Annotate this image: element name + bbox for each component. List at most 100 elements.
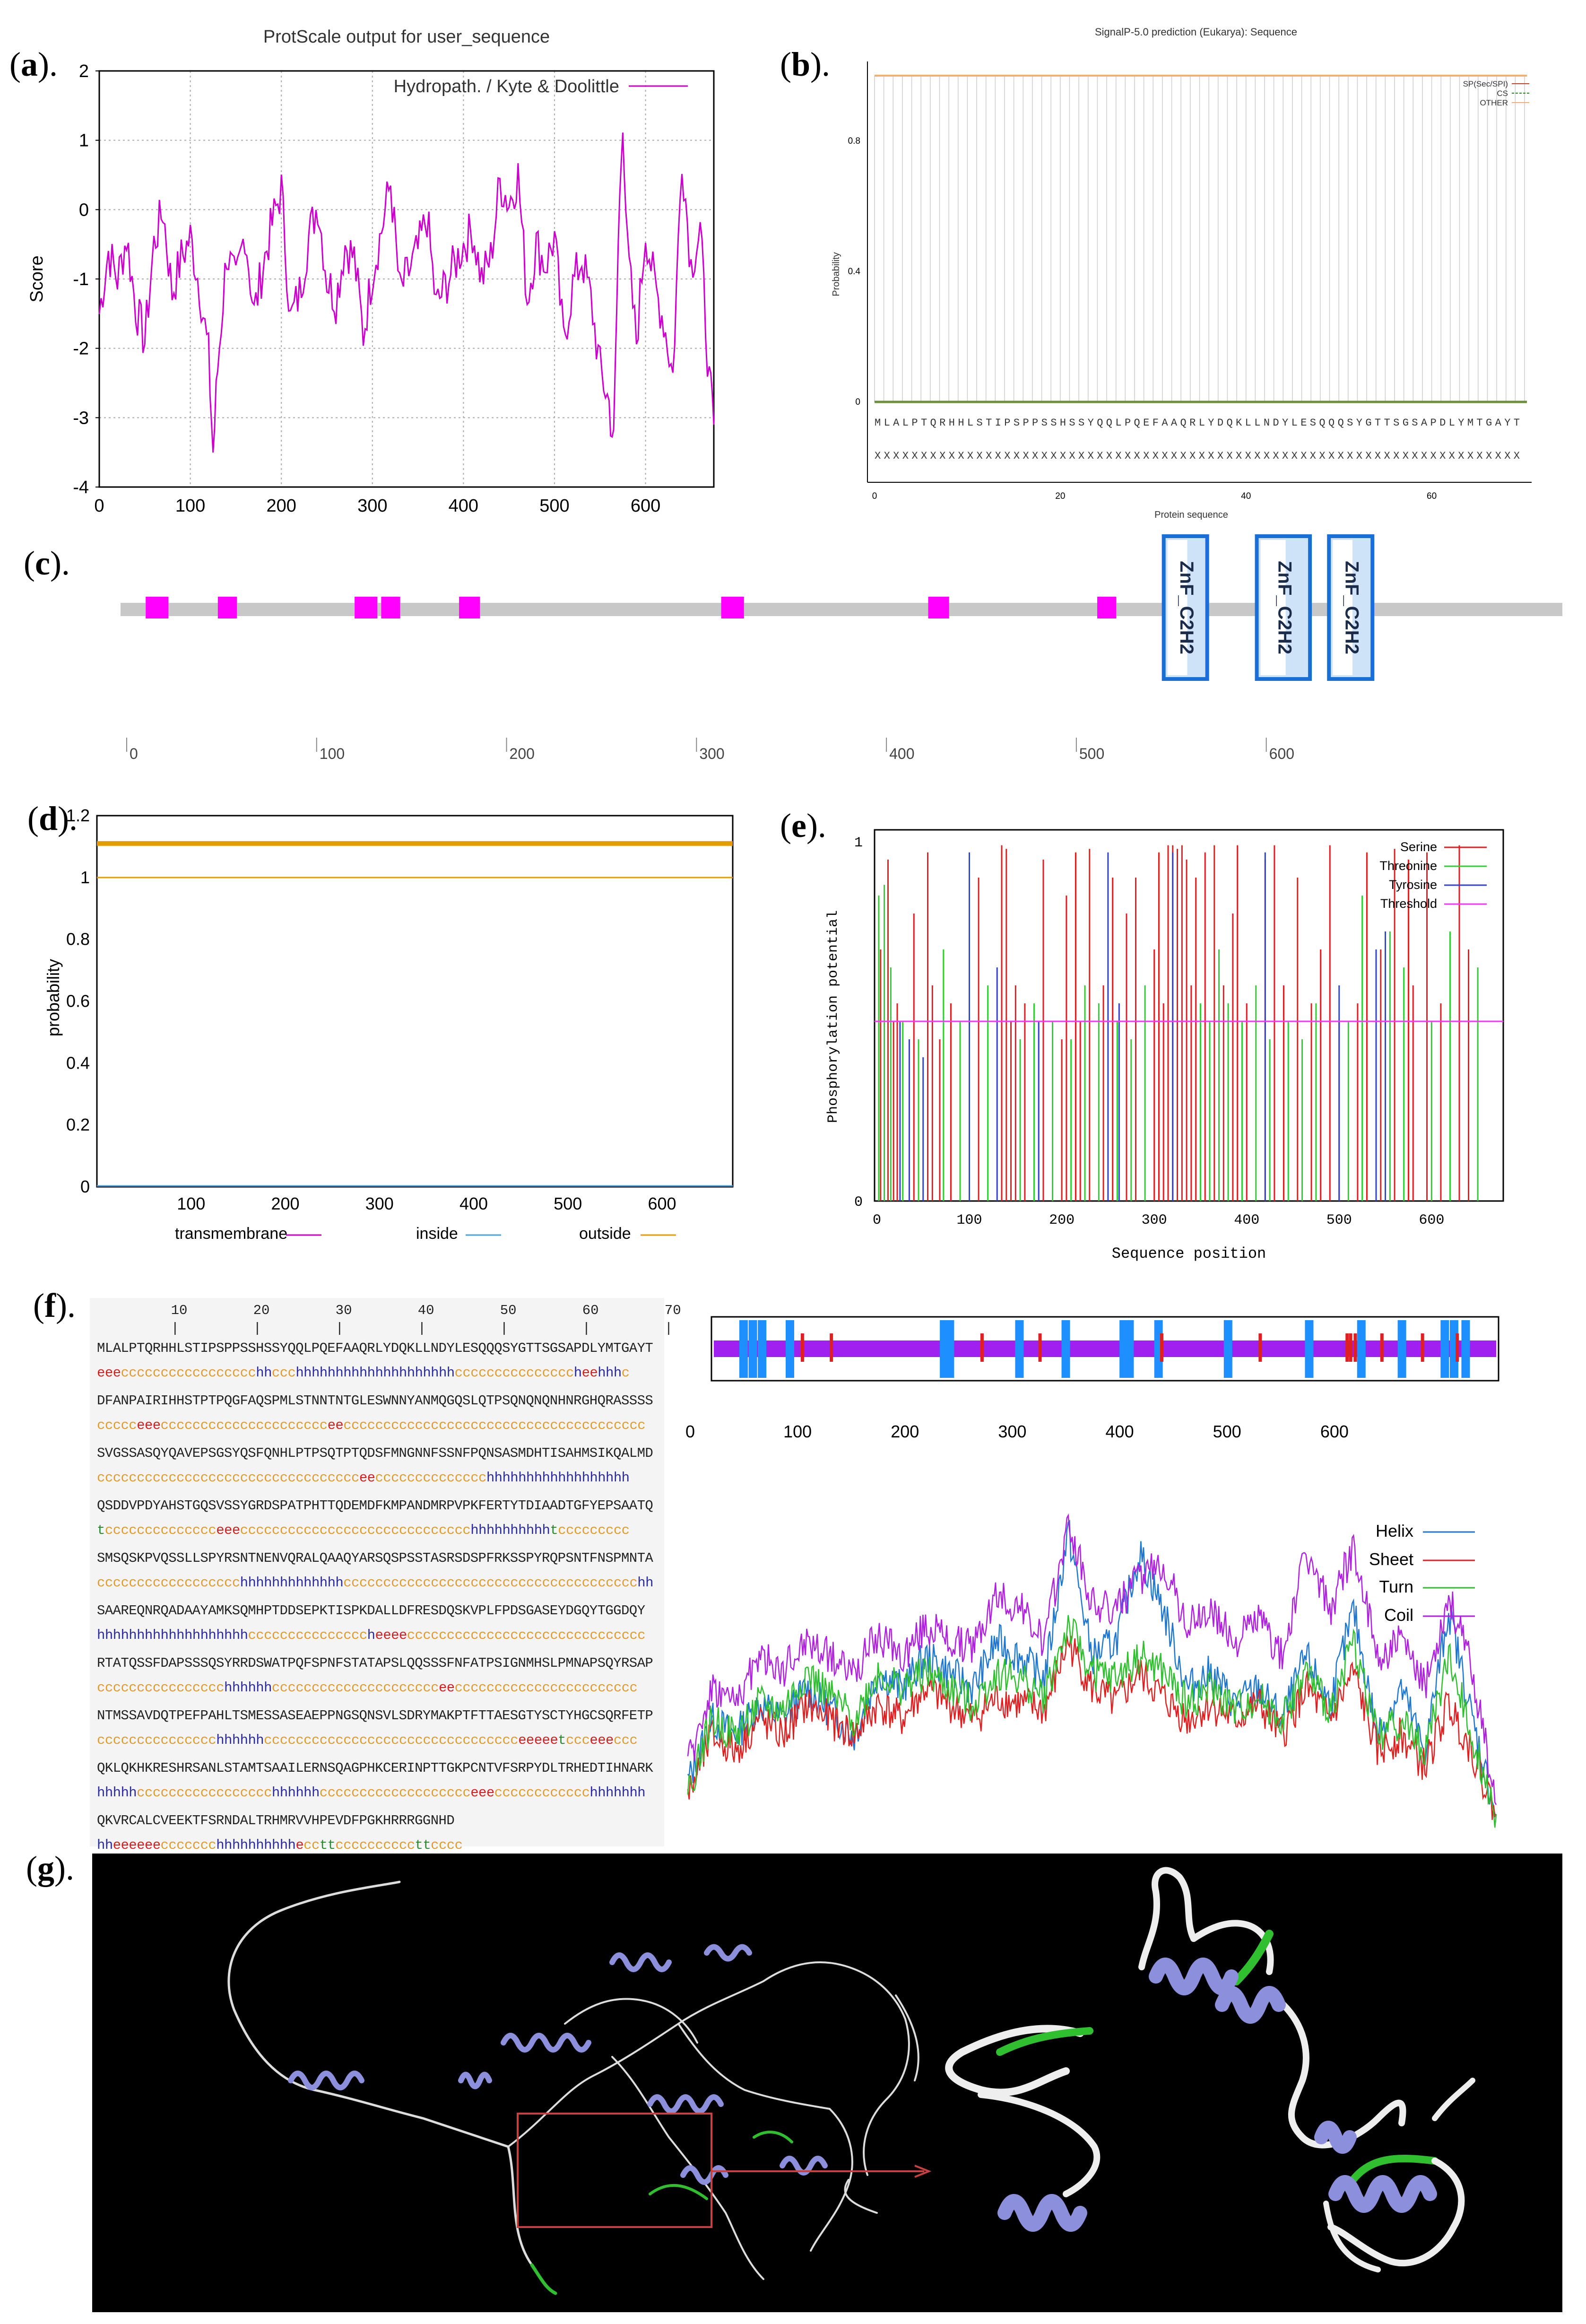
x-tick-label: 500 — [1326, 1212, 1352, 1228]
chart-title: ProtScale output for user_sequence — [263, 27, 550, 47]
x-tick-label: 0 — [685, 1422, 695, 1441]
y-tick-label: 0.6 — [66, 992, 90, 1011]
low-complexity-region — [721, 597, 744, 618]
x-tick-label: 200 — [266, 496, 296, 516]
strand-segment — [1349, 1333, 1352, 1362]
low-complexity-region — [1097, 597, 1117, 618]
x-tick-label: 300 — [1142, 1212, 1167, 1228]
sequence-line: MLALPTQRHHLSTIPSPPSSHSSYQQLPQEFAAQRLYDQK… — [97, 1340, 653, 1356]
helix-segment — [1015, 1320, 1024, 1378]
x-tick-label: 100 — [783, 1422, 812, 1441]
low-complexity-region — [381, 597, 400, 618]
sequence-line: SAAREQNRQADAAYAMKSQMHPTDDSEPKTISPKDALLDF… — [97, 1603, 645, 1619]
helix-segment — [1397, 1320, 1406, 1378]
y-tick-label: 1 — [854, 835, 863, 851]
strand-segment — [1345, 1333, 1349, 1362]
y-axis-label: probability — [43, 959, 63, 1036]
secondary-structure-chart: 0 100 200 300 400 500 600 Helix Sheet Turn Coi… — [685, 1316, 1499, 1828]
svg-text:Coil: Coil — [1384, 1605, 1413, 1625]
low-complexity-region — [146, 597, 169, 618]
x-axis-label: Sequence position — [1112, 1245, 1266, 1262]
x-tick-label: 60 — [1427, 491, 1437, 501]
sequence-line: DFANPAIRIHHSTPTPQGFAQSPMLSTNNTNTGLESWNNY… — [97, 1393, 653, 1409]
ss-profile-line — [687, 1635, 1497, 1820]
helix-segment — [1223, 1320, 1232, 1378]
protein-3d-structure — [92, 1854, 1562, 2312]
sequence-ruler: 10 20 30 40 50 60 70 — [97, 1303, 681, 1318]
y-axis-label: Probability — [831, 252, 841, 296]
x-axis-label: Protein sequence — [1154, 510, 1228, 520]
svg-text:CS: CS — [1497, 89, 1508, 98]
panel-label-f: (f). — [33, 1287, 76, 1324]
strand-segment — [1160, 1333, 1163, 1362]
helix-segment — [1125, 1320, 1134, 1378]
structure-line: eeeccccccccccccccccchhccchhhhhhhhhhhhhhh… — [97, 1365, 630, 1381]
x-tick-label: 100 — [177, 1194, 205, 1213]
structure-line: cccccccccccccccccchhhhhhhhhhhhhccccccccc… — [97, 1575, 653, 1591]
svg-text:Sheet: Sheet — [1369, 1549, 1413, 1569]
y-tick-label: 0.4 — [848, 267, 861, 277]
helices-right — [997, 1958, 1437, 2232]
structure-line: cccccccccccccccchhhhhhcccccccccccccccccc… — [97, 1680, 638, 1696]
low-complexity-region — [459, 597, 480, 618]
x-tick-label: 600 — [1419, 1212, 1444, 1228]
x-tick-label: 200 — [510, 745, 535, 762]
y-tick-label: -4 — [73, 478, 89, 497]
tmhmm-chart: 100 200 300 400 500 600 1.2 1 0.8 0.6 0.4 0.2 0 prob… — [43, 806, 734, 1243]
x-tick-label: 200 — [1049, 1212, 1075, 1228]
x-tick-label: 500 — [1213, 1422, 1241, 1441]
svg-text:SP(Sec/SPI): SP(Sec/SPI) — [1463, 79, 1508, 88]
panel-label-e: (e). — [780, 807, 826, 844]
svg-text:inside: inside — [416, 1225, 458, 1243]
x-tick-label: 40 — [1241, 491, 1251, 501]
sequence-line: NTMSSAVDQTPEFPAHLTSMESSASEAEPPNGSQNSVLSD… — [97, 1708, 653, 1723]
sequence-line: QKLQKHKRESHRSANLSTAMTSAAILERNSQAGPHKCERI… — [97, 1760, 653, 1776]
y-axis-label: Phosphorylation potential — [825, 910, 841, 1123]
y-tick-label: 1 — [80, 868, 90, 887]
svg-text:Threshold: Threshold — [1380, 897, 1437, 911]
sequence-line: QSDDVPDYAHSTGQSVSSYGRDSPATPHTTQDEMDFKMPA… — [97, 1498, 653, 1514]
helix-segment — [1440, 1320, 1449, 1378]
x-tick-label: 300 — [699, 745, 724, 762]
svg-text:Threonine: Threonine — [1379, 859, 1437, 873]
sequence-line: SVGSSASQYQAVEPSGSYQSFQNHLPTPSQTPTQDSFMNG… — [97, 1445, 653, 1461]
structure-line: ccccccccccccccccccccccccccccccccceeccccc… — [97, 1470, 630, 1486]
helix-segment — [945, 1320, 954, 1378]
x-tick-label: 0 — [872, 491, 877, 501]
strand-segment — [1456, 1333, 1459, 1362]
helix-segment — [748, 1320, 757, 1378]
helices-left — [288, 1944, 828, 2185]
y-tick-label: 0 — [855, 397, 860, 407]
x-tick-label: 400 — [1234, 1212, 1259, 1228]
strand-segment — [1380, 1333, 1384, 1362]
svg-text:Tyrosine: Tyrosine — [1389, 878, 1437, 892]
svg-text:outside: outside — [579, 1225, 631, 1243]
helix-segment — [758, 1320, 767, 1378]
svg-text:Turn: Turn — [1379, 1577, 1413, 1596]
hydropathy-chart: ProtScale output for user_sequence Score… — [27, 27, 715, 516]
y-tick-label: 0.4 — [66, 1053, 90, 1072]
x-tick-label: 100 — [320, 745, 345, 762]
domain-diagram: ZnF_C2H2 ZnF_C2H2 ZnF_C2H2 0 100 200 300 400 50… — [121, 534, 1562, 762]
x-tick-label: 200 — [891, 1422, 919, 1441]
strand-segment — [1258, 1333, 1262, 1362]
tmhmm-legend: transmembrane inside outside — [175, 1225, 676, 1243]
panel-label-a: (a). — [9, 45, 58, 83]
ss-profile-line — [687, 1513, 1497, 1805]
panel-label-c: (c). — [24, 544, 70, 582]
y-tick-label: -1 — [73, 270, 89, 289]
ss-profile-line — [687, 1615, 1497, 1828]
znf-c2h2-domain: ZnF_C2H2 — [1327, 534, 1375, 681]
svg-text:OTHER: OTHER — [1480, 98, 1508, 107]
helix-segment — [786, 1320, 795, 1378]
y-tick-label: 0 — [79, 200, 89, 220]
structure-line: hhhhhhhhhhhhhhhhhhhcccccccccccccccheeeec… — [97, 1628, 646, 1643]
netphos-legend: Serine Threonine Tyrosine Threshold — [1379, 840, 1487, 911]
structure-line: tcccccccccccccceeecccccccccccccccccccccc… — [97, 1523, 630, 1538]
x-tick-label: 600 — [631, 496, 660, 516]
sequence-line: RTATQSSFDAPSSSQSYRRDSWATPQFSPNFSTATAPSLQ… — [97, 1655, 653, 1671]
low-complexity-region — [355, 597, 378, 618]
svg-text:Serine: Serine — [1400, 840, 1437, 854]
strand-segment — [1038, 1333, 1042, 1362]
sequence-box: 10 20 30 40 50 60 70 | | | | | | | MLALP… — [90, 1298, 681, 1853]
